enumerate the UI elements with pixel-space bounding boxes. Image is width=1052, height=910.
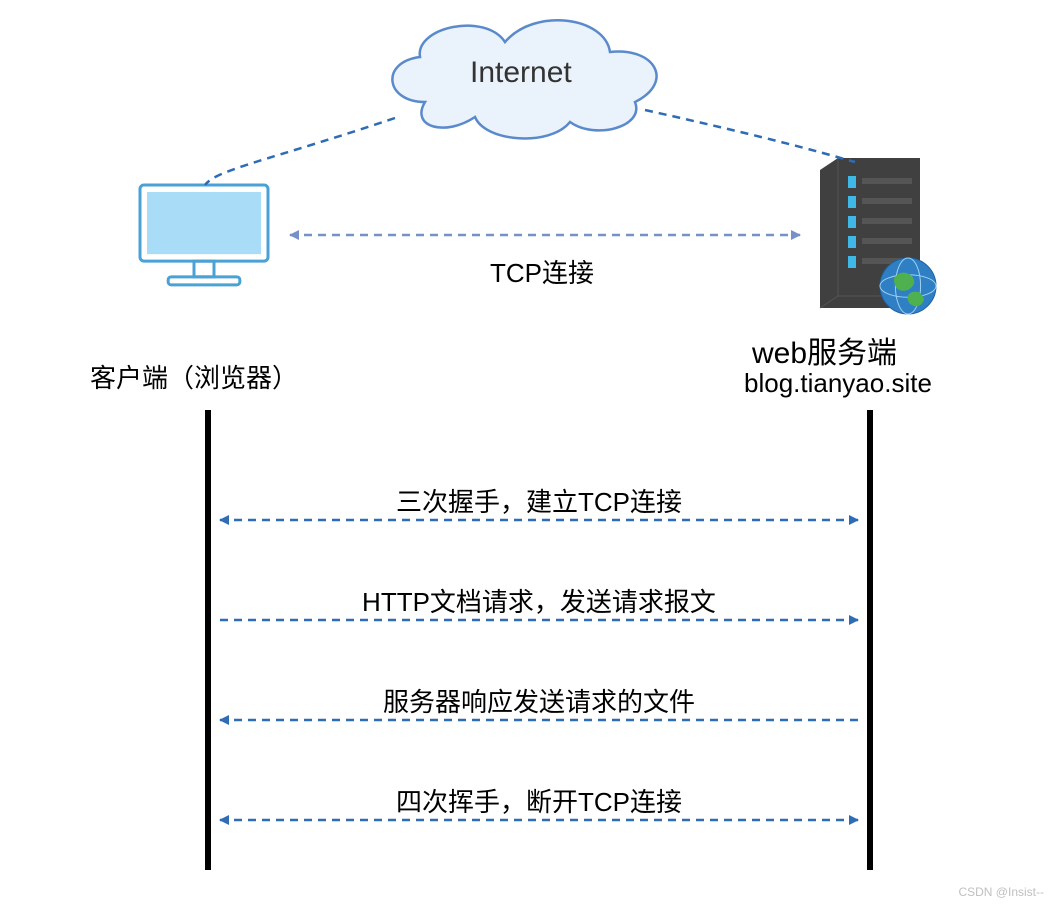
message-label: 四次挥手，断开TCP连接: [220, 782, 858, 819]
diagram-svg: [0, 0, 1052, 905]
tcp-connection-label: TCP连接: [490, 253, 594, 290]
server-label-bottom: blog.tianyao.site: [744, 368, 932, 399]
message-label: HTTP文档请求，发送请求报文: [220, 582, 858, 619]
client-label: 客户端（浏览器）: [90, 358, 298, 395]
server-label-top: web服务端: [752, 328, 897, 372]
message-label: 三次握手，建立TCP连接: [220, 482, 858, 519]
tcp-http-diagram: Internet 客户端（浏览器） web服务端 blog.tianyao.si…: [0, 0, 1052, 905]
cloud-label: Internet: [470, 56, 572, 90]
watermark: CSDN @Insist--: [958, 885, 1044, 899]
message-label: 服务器响应发送请求的文件: [220, 682, 858, 719]
